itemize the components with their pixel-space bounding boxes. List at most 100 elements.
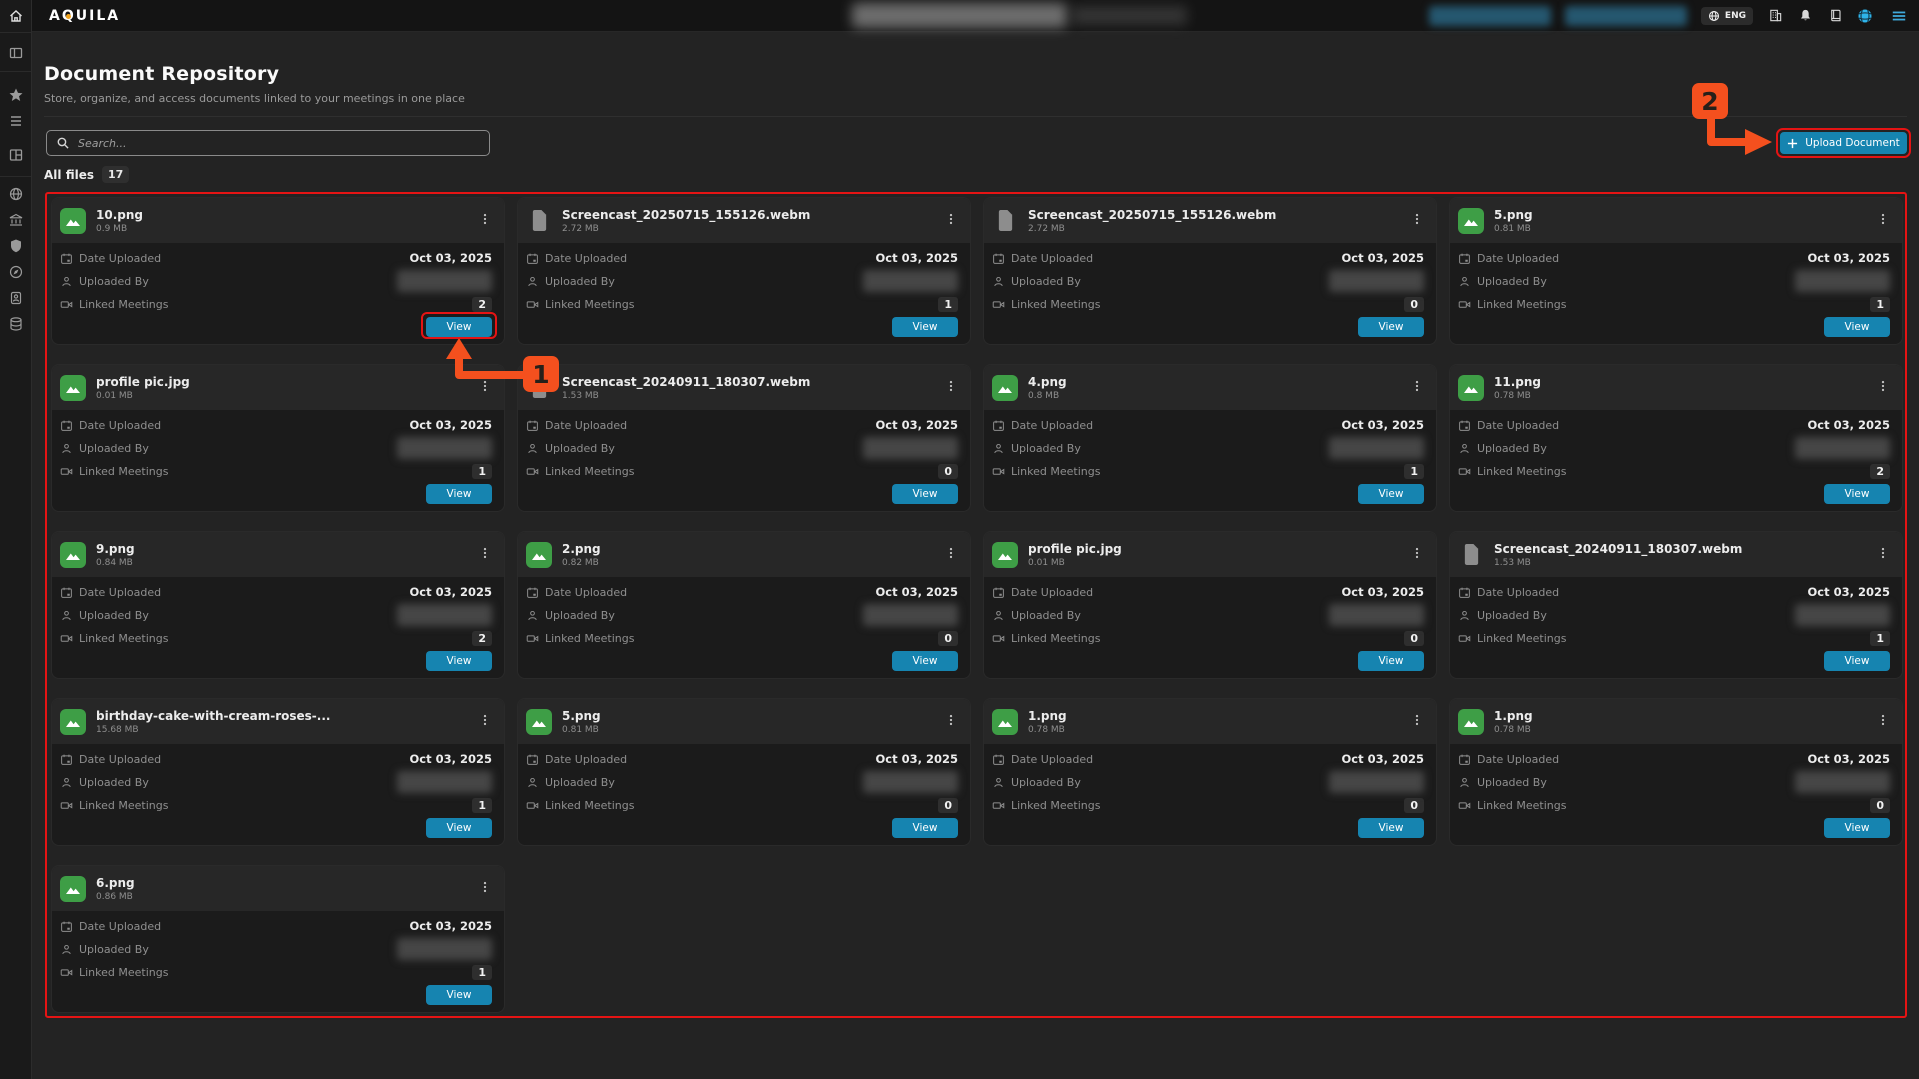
- card-menu-button[interactable]: [478, 712, 492, 731]
- compass-icon[interactable]: [8, 264, 24, 280]
- person-icon: [526, 442, 539, 455]
- card-menu-button[interactable]: [1876, 378, 1890, 397]
- card-menu-button[interactable]: [1876, 712, 1890, 731]
- building-icon[interactable]: [1767, 8, 1783, 24]
- file-card: 1.png 0.78 MB Date Uploaded Oct 03, 2025…: [1449, 698, 1903, 846]
- view-button[interactable]: View: [426, 818, 492, 838]
- view-button[interactable]: View: [892, 484, 958, 504]
- kanban-icon[interactable]: [8, 147, 24, 163]
- file-meta: Screencast_20250715_155126.webm 2.72 MB: [1028, 208, 1276, 234]
- redacted-uploader-name: [863, 771, 958, 793]
- person-icon: [992, 609, 1005, 622]
- file-card-body: Date Uploaded Oct 03, 2025 Uploaded By L…: [52, 577, 504, 678]
- date-uploaded-row: Date Uploaded Oct 03, 2025: [1458, 585, 1890, 599]
- card-menu-button[interactable]: [478, 879, 492, 898]
- language-selector[interactable]: ENG: [1700, 6, 1753, 25]
- card-menu-button[interactable]: [1410, 211, 1424, 230]
- sphere-icon[interactable]: [1857, 8, 1873, 24]
- view-button[interactable]: View: [426, 985, 492, 1005]
- view-button[interactable]: View: [1824, 818, 1890, 838]
- file-meta: 1.png 0.78 MB: [1494, 709, 1533, 735]
- card-menu-button[interactable]: [1876, 545, 1890, 564]
- linked-meetings-count: 0: [938, 631, 958, 646]
- card-menu-button[interactable]: [478, 378, 492, 397]
- star-icon[interactable]: [8, 87, 24, 103]
- uploaded-by-label: Uploaded By: [1011, 441, 1081, 455]
- shield-icon[interactable]: [8, 238, 24, 254]
- id-badge-icon[interactable]: [8, 290, 24, 306]
- person-icon: [992, 776, 1005, 789]
- file-name: Screencast_20250715_155126.webm: [562, 207, 811, 222]
- card-menu-button[interactable]: [1410, 712, 1424, 731]
- panel-icon[interactable]: [8, 45, 24, 61]
- card-menu-button[interactable]: [944, 712, 958, 731]
- menu-icon[interactable]: [1891, 8, 1907, 24]
- linked-meetings-row: Linked Meetings 0: [1458, 798, 1890, 813]
- file-card-header: 10.png 0.9 MB: [52, 198, 504, 243]
- linked-meetings-label: Linked Meetings: [79, 799, 169, 812]
- search-input[interactable]: [78, 136, 480, 150]
- date-uploaded-row: Date Uploaded Oct 03, 2025: [526, 418, 958, 432]
- card-menu-button[interactable]: [944, 378, 958, 397]
- view-button[interactable]: View: [1824, 317, 1890, 337]
- view-row: View: [60, 818, 492, 838]
- file-card-body: Date Uploaded Oct 03, 2025 Uploaded By L…: [984, 410, 1436, 511]
- image-file-icon: [526, 708, 552, 735]
- uploaded-by-label: Uploaded By: [79, 775, 149, 789]
- list-icon[interactable]: [8, 113, 24, 129]
- file-card-header: Screencast_20250715_155126.webm 2.72 MB: [518, 198, 970, 243]
- view-button[interactable]: View: [1358, 484, 1424, 504]
- bell-icon[interactable]: [1797, 8, 1813, 24]
- file-name: 6.png: [96, 875, 135, 890]
- card-menu-button[interactable]: [1876, 211, 1890, 230]
- image-file-icon: [60, 374, 86, 401]
- card-menu-button[interactable]: [478, 211, 492, 230]
- all-files-filter[interactable]: All files 17: [44, 166, 130, 183]
- database-icon[interactable]: [8, 316, 24, 332]
- linked-meetings-row: Linked Meetings 0: [526, 631, 958, 646]
- file-meta: profile pic.jpg 0.01 MB: [1028, 542, 1122, 568]
- calendar-icon: [992, 753, 1005, 766]
- card-menu-button[interactable]: [478, 545, 492, 564]
- view-button[interactable]: View: [1358, 818, 1424, 838]
- card-menu-button[interactable]: [944, 211, 958, 230]
- uploaded-by-label: Uploaded By: [1011, 274, 1081, 288]
- date-uploaded-value: Oct 03, 2025: [875, 418, 958, 432]
- redacted-action-button[interactable]: [1428, 5, 1551, 26]
- file-card-header: 9.png 0.84 MB: [52, 532, 504, 577]
- person-icon: [60, 442, 73, 455]
- date-uploaded-label: Date Uploaded: [545, 251, 628, 265]
- search-bar: [46, 130, 490, 156]
- view-button[interactable]: View: [426, 651, 492, 671]
- video-camera-icon: [1458, 799, 1471, 812]
- page-title: Document Repository: [44, 63, 280, 85]
- book-icon[interactable]: [1827, 8, 1843, 24]
- card-menu-button[interactable]: [1410, 545, 1424, 564]
- redacted-action-button[interactable]: [1564, 5, 1687, 26]
- person-icon: [526, 275, 539, 288]
- calendar-icon: [1458, 753, 1471, 766]
- view-button[interactable]: View: [1358, 651, 1424, 671]
- view-button[interactable]: View: [1824, 484, 1890, 504]
- view-button[interactable]: View: [892, 317, 958, 337]
- view-button[interactable]: View: [1824, 651, 1890, 671]
- home-icon[interactable]: [8, 8, 24, 24]
- redacted-uploader-name: [1329, 437, 1424, 459]
- globe-icon[interactable]: [8, 186, 24, 202]
- view-button[interactable]: View: [426, 317, 492, 337]
- view-button[interactable]: View: [426, 484, 492, 504]
- view-button[interactable]: View: [1358, 317, 1424, 337]
- linked-meetings-count: 1: [472, 464, 492, 479]
- person-icon: [60, 275, 73, 288]
- date-uploaded-value: Oct 03, 2025: [875, 752, 958, 766]
- card-menu-button[interactable]: [1410, 378, 1424, 397]
- file-card-body: Date Uploaded Oct 03, 2025 Uploaded By L…: [984, 577, 1436, 678]
- view-button[interactable]: View: [892, 651, 958, 671]
- upload-document-button[interactable]: Upload Document: [1780, 132, 1907, 154]
- date-uploaded-value: Oct 03, 2025: [409, 251, 492, 265]
- card-menu-button[interactable]: [944, 545, 958, 564]
- file-card: 4.png 0.8 MB Date Uploaded Oct 03, 2025 …: [983, 364, 1437, 512]
- bank-icon[interactable]: [8, 212, 24, 228]
- uploaded-by-label: Uploaded By: [1477, 608, 1547, 622]
- view-button[interactable]: View: [892, 818, 958, 838]
